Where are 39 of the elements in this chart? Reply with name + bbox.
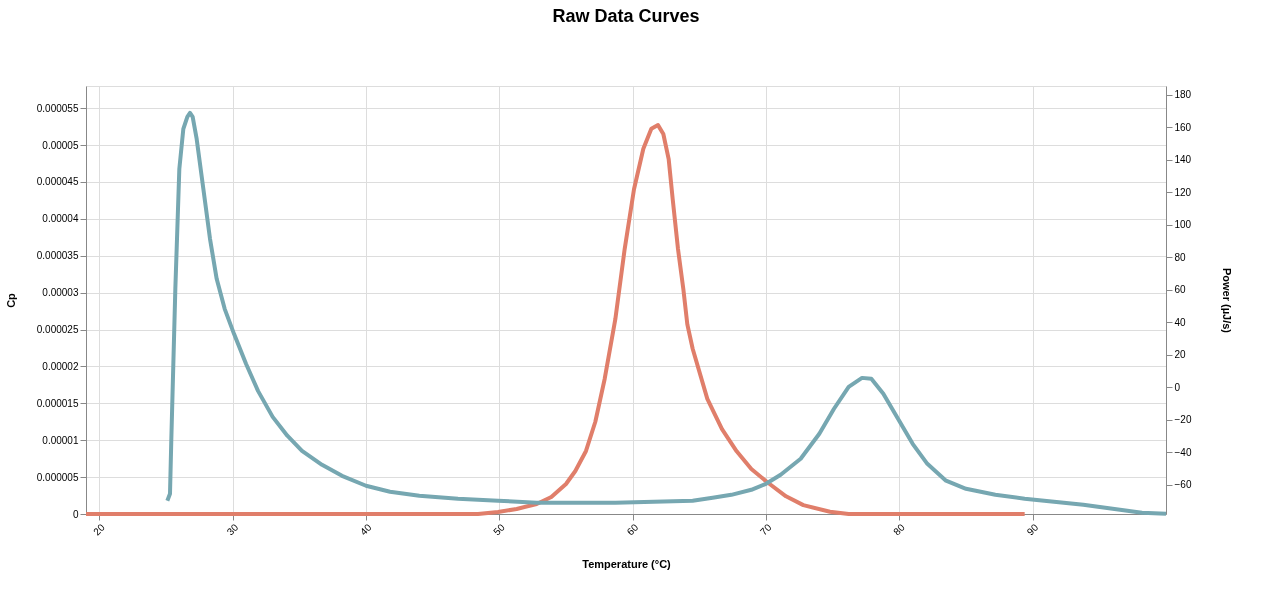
y2-tick-label: 120 <box>1174 186 1192 198</box>
y2-tick-label: 100 <box>1174 219 1192 231</box>
y-tick-label: 0 <box>72 508 79 520</box>
y-tick-label: 0.000025 <box>36 324 79 336</box>
y-tick-label: 0.000035 <box>36 250 79 262</box>
y-tick-label: 0.000045 <box>36 176 79 188</box>
y2-tick-label: 0 <box>1174 381 1181 393</box>
y2-tick-label: 40 <box>1174 316 1187 328</box>
y2-tick-label: −40 <box>1174 446 1192 458</box>
x-axis-title: Temperature (°C) <box>582 558 672 571</box>
y2-tick-label: −60 <box>1174 479 1192 491</box>
y-tick-label: 0.000015 <box>36 397 79 409</box>
y2-tick-label: 160 <box>1174 121 1192 133</box>
y2-tick-label: 20 <box>1174 349 1187 361</box>
x-tick-label: 40 <box>357 521 374 538</box>
y2-tick-label: −20 <box>1174 414 1192 426</box>
y-tick-label: 0.00005 <box>42 139 79 151</box>
x-tick-label: 80 <box>891 521 908 538</box>
line-series <box>84 123 1027 516</box>
y-tick-label: 0.000005 <box>36 471 79 483</box>
y-tick-label: 0.00001 <box>42 434 79 446</box>
y-axis-title: Cp <box>4 292 17 308</box>
x-tick-label: 70 <box>757 521 774 538</box>
x-tick-label: 20 <box>91 521 108 538</box>
y-tick-label: 0.00003 <box>42 287 79 299</box>
y2-axis-title: Power (µJ/s) <box>1221 267 1234 334</box>
y2-tick-label: 180 <box>1174 89 1192 101</box>
y2-tick-label: 80 <box>1174 251 1187 263</box>
chart-title: Raw Data Curves <box>552 6 700 26</box>
y2-tick-label: 60 <box>1174 284 1187 296</box>
x-tick-label: 90 <box>1024 521 1041 538</box>
x-tick-label: 60 <box>624 521 641 538</box>
y2-tick-label: 140 <box>1174 154 1192 166</box>
x-tick-label: 50 <box>491 521 508 538</box>
line-series <box>165 110 1168 516</box>
y-tick-label: 0.00004 <box>42 213 79 225</box>
y-tick-label: 0.00002 <box>42 360 79 372</box>
y-tick-label: 0.000055 <box>36 102 79 114</box>
x-tick-label: 30 <box>224 521 241 538</box>
